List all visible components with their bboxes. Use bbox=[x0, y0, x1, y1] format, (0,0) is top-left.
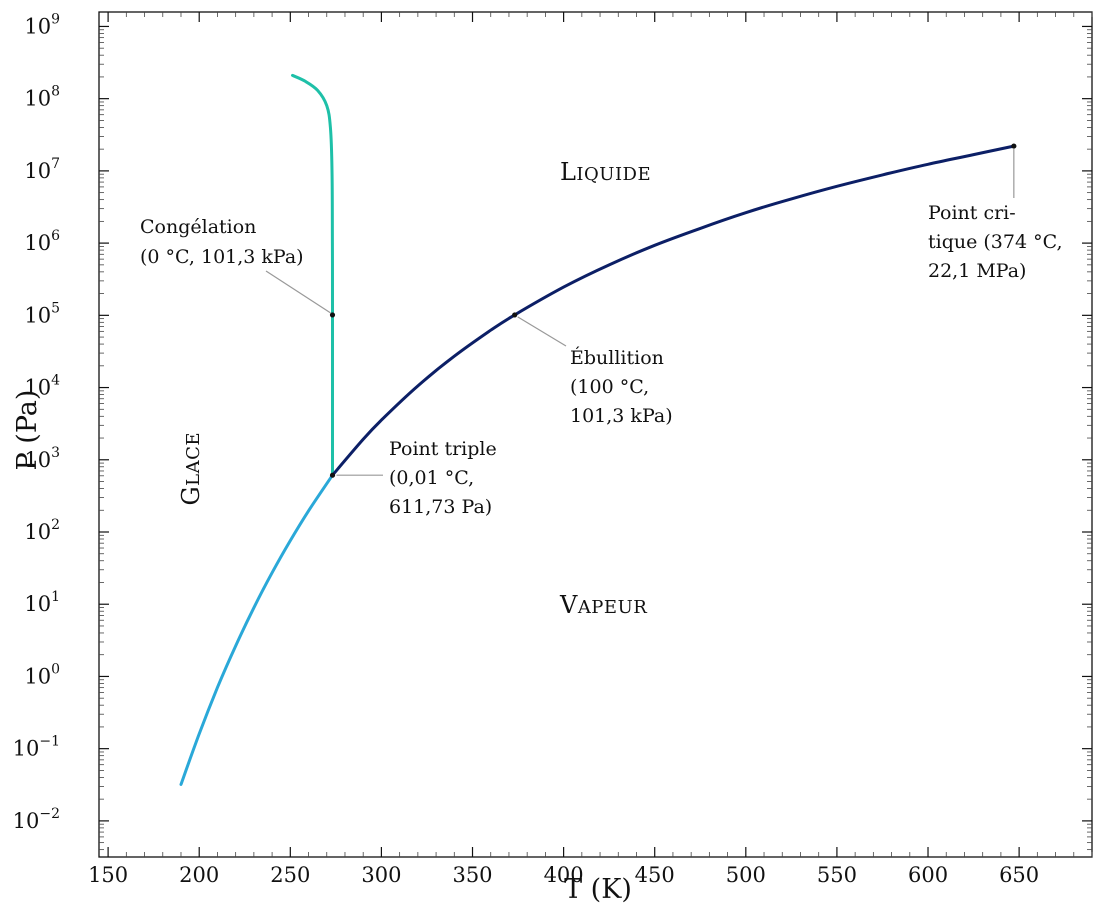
y-tick-exponent: 6 bbox=[51, 228, 60, 244]
annotation-point-triple: Point triple (0,01 °C, 611,73 Pa) bbox=[389, 438, 497, 518]
y-tick-exponent: 7 bbox=[51, 156, 60, 172]
y-axis-title: P (Pa) bbox=[12, 390, 43, 471]
annotation-critique-line-3: 22,1 MPa) bbox=[928, 260, 1026, 282]
annotation-critique-line-1: Point cri- bbox=[928, 202, 1016, 224]
y-tick-label: 107 bbox=[24, 156, 60, 183]
region-rest: LACE bbox=[183, 432, 204, 486]
y-tick-base: 10 bbox=[24, 14, 51, 38]
x-tick-label: 400 bbox=[544, 863, 584, 887]
y-tick-exponent: 5 bbox=[51, 300, 60, 316]
y-tick-base: 10 bbox=[13, 737, 40, 761]
y-tick-base: 10 bbox=[24, 448, 51, 472]
point-ebullition bbox=[512, 312, 518, 318]
region-label-vapeur: VAPEUR bbox=[559, 591, 647, 619]
x-tick-label: 450 bbox=[635, 863, 675, 887]
x-tick-label: 350 bbox=[452, 863, 492, 887]
annotation-point-critique: Point cri- tique (374 °C, 22,1 MPa) bbox=[928, 202, 1063, 282]
fusion-curve bbox=[291, 73, 335, 477]
x-tick-label: 150 bbox=[88, 863, 128, 887]
y-tick-exponent: 1 bbox=[51, 589, 60, 605]
region-initial: L bbox=[560, 158, 576, 186]
plot-border bbox=[98, 11, 1093, 858]
y-tick-exponent: 8 bbox=[51, 84, 60, 100]
y-tick-exponent: 4 bbox=[51, 373, 60, 389]
point-triple bbox=[329, 472, 336, 478]
annotation-triple-line-2: (0,01 °C, bbox=[389, 467, 474, 489]
region-label-liquide: LIQUIDE bbox=[560, 158, 651, 186]
x-tick-label: 250 bbox=[270, 863, 310, 887]
x-tick-label: 600 bbox=[908, 863, 948, 887]
y-tick-label: 105 bbox=[24, 300, 60, 327]
y-tick-base: 10 bbox=[24, 303, 51, 327]
annotation-congelation: Congélation (0 °C, 101,3 kPa) bbox=[140, 216, 304, 268]
y-tick-base: 10 bbox=[24, 520, 51, 544]
y-tick-label: 10−1 bbox=[13, 734, 60, 761]
annotation-triple-line-1: Point triple bbox=[389, 438, 497, 460]
region-label-glace: GLACE bbox=[177, 432, 205, 506]
y-tick-exponent: −1 bbox=[39, 734, 60, 750]
x-tick-label: 500 bbox=[726, 863, 766, 887]
plot-frame bbox=[98, 11, 1093, 858]
leader-congelation bbox=[265, 270, 331, 314]
y-tick-base: 10 bbox=[24, 231, 51, 255]
y-tick-label: 10−2 bbox=[13, 806, 60, 833]
vaporization-curve bbox=[331, 144, 1016, 477]
y-tick-label: 100 bbox=[24, 661, 60, 688]
leader-ebullition bbox=[517, 316, 567, 347]
annotation-ebullition-line-2: (100 °C, bbox=[570, 376, 649, 398]
y-tick-label: 106 bbox=[24, 228, 60, 255]
point-congelation bbox=[329, 312, 336, 318]
y-tick-base: 10 bbox=[24, 87, 51, 111]
y-tick-exponent: 9 bbox=[51, 11, 60, 27]
point-critique bbox=[1011, 143, 1017, 149]
x-axis-title: T (K) bbox=[564, 874, 632, 905]
y-tick-label: 109 bbox=[24, 11, 60, 38]
y-tick-exponent: 2 bbox=[51, 517, 60, 533]
y-tick-base: 10 bbox=[24, 159, 51, 183]
y-tick-label: 103 bbox=[24, 445, 60, 472]
annotation-congelation-line-1: Congélation bbox=[140, 216, 256, 238]
y-tick-label: 108 bbox=[24, 84, 60, 111]
y-tick-label: 104 bbox=[24, 373, 60, 400]
y-tick-base: 10 bbox=[24, 664, 51, 688]
region-initial: V bbox=[559, 591, 578, 619]
phase-regions: LIQUIDE GLACE VAPEUR bbox=[177, 158, 651, 619]
y-tick-exponent: 3 bbox=[51, 445, 60, 461]
annotation-congelation-line-2: (0 °C, 101,3 kPa) bbox=[140, 246, 304, 268]
sublimation-curve bbox=[179, 473, 334, 786]
region-rest: IQUIDE bbox=[576, 164, 651, 185]
y-tick-base: 10 bbox=[24, 592, 51, 616]
minor-ticks bbox=[99, 12, 1093, 857]
y-tick-label: 102 bbox=[24, 517, 60, 544]
y-tick-exponent: −2 bbox=[39, 806, 60, 822]
y-tick-exponent: 0 bbox=[51, 661, 60, 677]
x-tick-label: 650 bbox=[999, 863, 1039, 887]
axis-ticks: 150 200 250 300 350 400 450 500 550 600 6501091081… bbox=[13, 11, 1092, 887]
y-tick-base: 10 bbox=[24, 376, 51, 400]
x-tick-label: 550 bbox=[817, 863, 857, 887]
region-rest: APEUR bbox=[577, 597, 647, 618]
key-points bbox=[329, 143, 1017, 478]
x-tick-label: 300 bbox=[361, 863, 401, 887]
annotation-critique-line-2: tique (374 °C, bbox=[928, 231, 1063, 253]
annotation-ebullition: Ébullition (100 °C, 101,3 kPa) bbox=[570, 346, 673, 427]
region-initial: G bbox=[177, 486, 205, 506]
annotation-ebullition-line-3: 101,3 kPa) bbox=[570, 405, 673, 427]
annotation-leaders bbox=[265, 149, 1015, 476]
y-tick-base: 10 bbox=[13, 809, 40, 833]
annotation-triple-line-3: 611,73 Pa) bbox=[389, 496, 492, 518]
y-tick-label: 101 bbox=[24, 589, 60, 616]
annotation-ebullition-line-1: Ébullition bbox=[570, 346, 664, 369]
x-tick-label: 200 bbox=[179, 863, 219, 887]
